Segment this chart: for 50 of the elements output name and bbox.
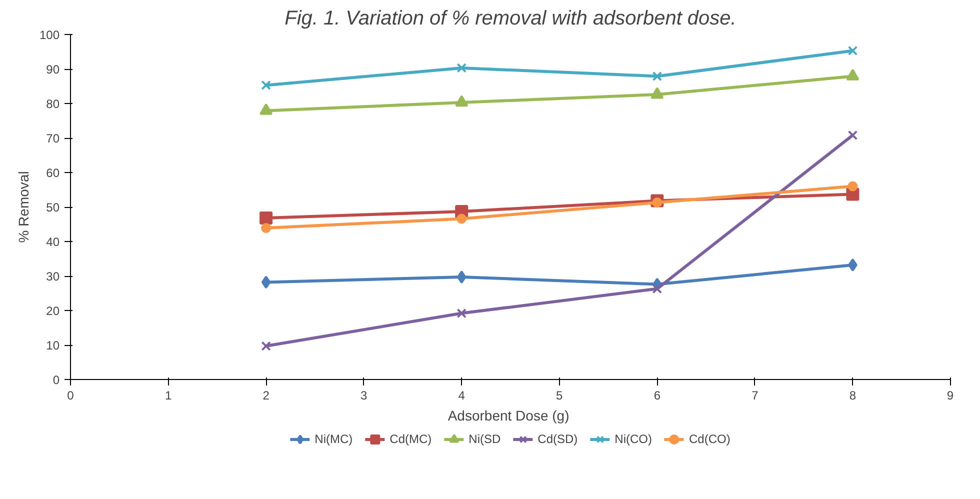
point <box>456 63 466 73</box>
point <box>261 80 271 90</box>
legend-label: Ni(SD <box>468 432 501 446</box>
x-tick-label: 2 <box>262 388 270 402</box>
chart-title: Fig. 1. Variation of % removal with adsorbent dose. <box>284 8 736 30</box>
legend-label: Cd(MC) <box>390 432 432 446</box>
x-tick-label: 0 <box>67 388 74 402</box>
y-tick-label: 10 <box>46 338 60 352</box>
point <box>261 341 271 351</box>
legend-label: Cd(SD) <box>538 432 578 446</box>
point <box>261 223 272 234</box>
y-tick-label: 100 <box>39 28 60 42</box>
point <box>846 68 860 80</box>
point <box>652 284 662 294</box>
point <box>848 258 858 272</box>
y-axis-title: % Removal <box>15 171 32 243</box>
y-tick-label: 30 <box>46 270 60 284</box>
x-tick-label: 8 <box>849 388 856 402</box>
x-tick-label: 5 <box>556 388 564 402</box>
point <box>652 198 662 208</box>
point <box>652 71 662 82</box>
point <box>456 214 467 224</box>
point <box>261 276 271 289</box>
y-tick-label: 0 <box>52 373 60 387</box>
point <box>260 212 273 225</box>
y-tick-label: 80 <box>46 97 60 111</box>
x-tick-label: 9 <box>946 388 954 402</box>
legend-label: Cd(CO) <box>689 432 730 446</box>
x-tick-label: 6 <box>654 388 661 402</box>
x-tick-label: 1 <box>164 388 172 402</box>
x-tick-label: 3 <box>360 388 368 402</box>
y-tick-label: 50 <box>46 200 60 214</box>
legend-label: Ni(MC) <box>314 432 353 446</box>
legend-label: Ni(CO) <box>614 432 652 446</box>
point <box>455 95 468 107</box>
y-tick-label: 90 <box>46 62 60 76</box>
point <box>848 46 858 56</box>
y-tick-label: 70 <box>46 132 60 146</box>
point <box>848 181 858 192</box>
y-tick-label: 40 <box>46 235 60 249</box>
x-tick-label: 7 <box>752 388 759 402</box>
point <box>848 130 858 140</box>
x-tick-label: 4 <box>458 388 466 402</box>
point <box>456 270 466 284</box>
point <box>260 103 273 115</box>
y-tick-label: 20 <box>46 304 60 318</box>
y-tick-label: 60 <box>46 166 60 180</box>
x-axis-title: Adsorbent Dose (g) <box>448 408 570 424</box>
point <box>456 308 466 318</box>
point <box>650 87 664 99</box>
